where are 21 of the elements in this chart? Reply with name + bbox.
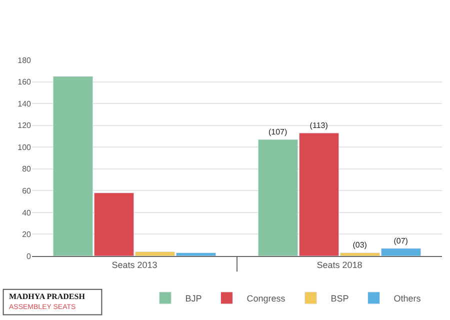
legend-label: BJP [185,293,202,304]
data-label: (113) [310,120,328,130]
data-label: (07) [394,236,408,246]
data-label: (107) [268,127,288,136]
y-tick-label: 160 [18,78,32,87]
legend-label: Others [394,293,422,304]
y-tick-label: 20 [22,230,32,240]
y-tick-label: 180 [18,56,32,65]
x-tick-label: Seats 2018 [316,260,362,270]
y-tick-label: 100 [18,142,32,152]
y-tick-label: 120 [18,121,32,130]
data-label: (03) [352,240,368,250]
legend-label: Congress [246,293,286,304]
y-tick-label: 0 [26,252,32,261]
x-tick-label: Seats 2013 [112,260,158,270]
y-tick-label: 40 [22,208,32,218]
text: MADHYA PRADESH [9,292,86,301]
y-tick-label: 140 [18,99,32,108]
legend-label: BSP [330,293,349,304]
y-tick-label: 60 [22,186,32,196]
y-tick-label: 80 [22,164,32,174]
